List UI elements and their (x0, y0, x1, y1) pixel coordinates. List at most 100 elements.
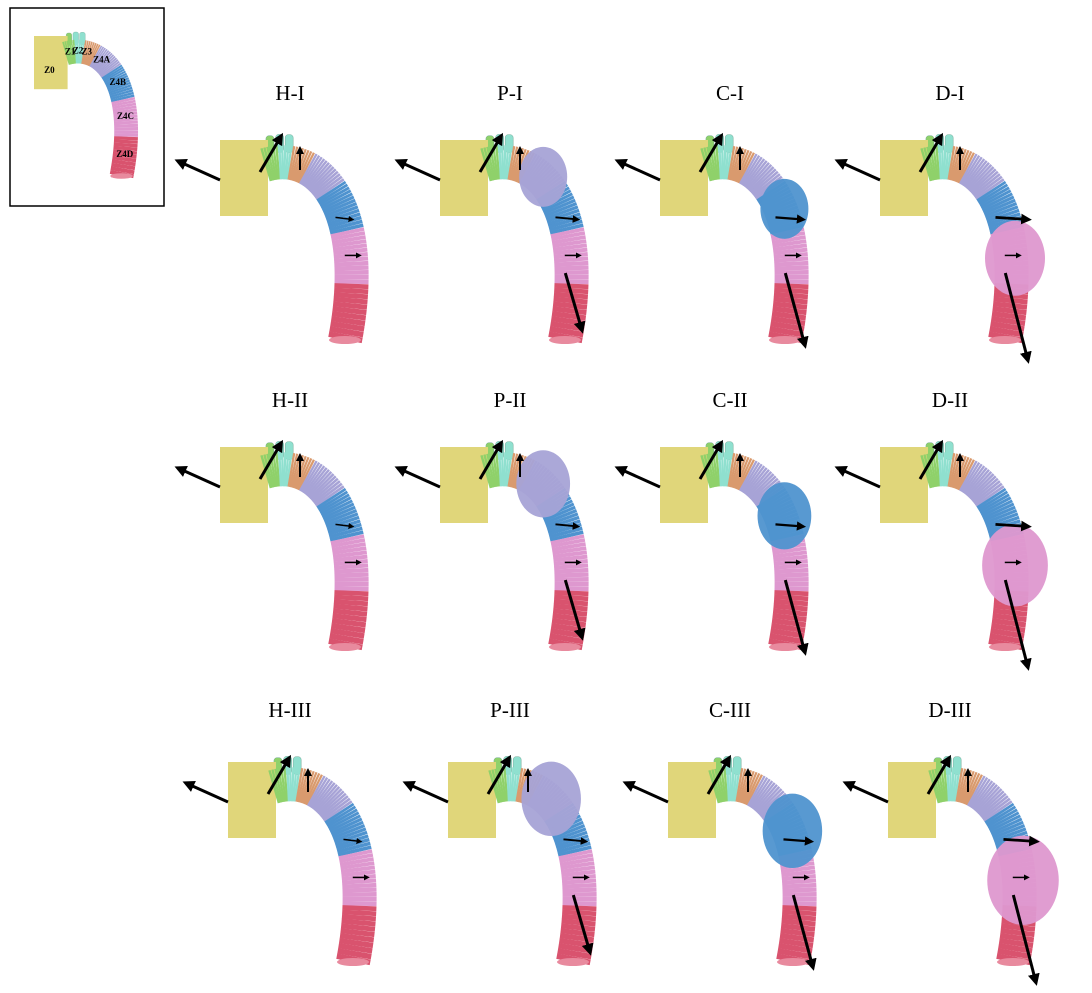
aorta-segment (757, 175, 759, 177)
force-arrow (620, 162, 660, 180)
aorta-segment (995, 808, 997, 810)
panel-title: C-II (713, 388, 748, 412)
aorta-segment (989, 495, 991, 497)
aorta-segment (305, 786, 307, 787)
aorta-segment (985, 797, 987, 799)
aorta-segment (517, 164, 519, 165)
panel-title: P-III (490, 698, 530, 722)
aorta-segment (295, 164, 297, 165)
aorta-segment (967, 168, 969, 169)
aorta-segment (121, 92, 122, 94)
aorta-segment (561, 211, 562, 214)
aorta-segment (347, 827, 348, 830)
ascending-aorta (220, 447, 268, 523)
aorta-segment (715, 786, 717, 787)
aneurysm (519, 147, 567, 207)
aorta-segment (1009, 833, 1010, 836)
aorta-segment (568, 830, 569, 833)
aorta-segment (322, 487, 324, 489)
aorta-segment (789, 615, 790, 620)
aorta-segment (992, 192, 993, 194)
aorta-segment (998, 203, 999, 206)
aorta-segment (559, 512, 560, 515)
aorta-segment (994, 806, 996, 808)
aorta-segment (346, 534, 347, 537)
aorta-segment (996, 200, 997, 203)
aorta-segment (357, 860, 358, 864)
aorta-segment (350, 610, 351, 615)
aorta-segment (989, 800, 991, 802)
aorta-segment (755, 790, 757, 791)
aorta-segment (977, 482, 979, 484)
force-arrow (188, 784, 228, 802)
aorta-segment (317, 792, 319, 793)
aorta-segment (984, 182, 986, 184)
branch (945, 135, 953, 153)
aorta-segment (340, 208, 341, 211)
inset-frame (10, 8, 164, 206)
outlet (769, 643, 801, 651)
aorta-segment (576, 856, 577, 860)
aorta-segment (349, 238, 350, 242)
aorta-segment (335, 504, 336, 507)
force-arrow (628, 784, 668, 802)
branch (80, 32, 86, 45)
aorta-segment (319, 793, 321, 794)
aorta-segment (566, 227, 567, 230)
aorta-segment (558, 203, 559, 206)
aorta-segment (999, 812, 1001, 814)
aorta-segment (569, 308, 570, 313)
aorta-segment (577, 930, 578, 935)
aorta-segment (319, 177, 321, 179)
panel-aorta (408, 756, 589, 966)
aorta-segment (342, 214, 343, 217)
aorta-segment (346, 227, 347, 230)
aorta-segment (961, 473, 963, 474)
aorta-segment (311, 788, 313, 789)
aorta-segment (707, 164, 709, 165)
aorta-segment (996, 507, 997, 510)
aorta-segment (567, 538, 568, 542)
aorta-segment (303, 786, 305, 787)
aorta-segment (794, 951, 795, 956)
aorta-segment (123, 161, 124, 165)
aorta-segment (995, 197, 996, 200)
aorta-segment (745, 786, 747, 787)
aorta-segment (567, 231, 568, 235)
aorta-segment (1001, 518, 1002, 521)
aorta-segment (329, 495, 331, 497)
aorta-segment (975, 480, 977, 481)
aorta-segment (515, 164, 517, 165)
branch (293, 757, 301, 775)
panel-aorta (620, 441, 811, 651)
outlet (997, 958, 1029, 966)
aorta-segment (971, 478, 973, 479)
aorta-segment (955, 164, 957, 165)
aorta-segment (309, 788, 311, 789)
aorta-segment (990, 802, 992, 804)
aorta-segment (329, 188, 331, 190)
aorta-segment (339, 812, 341, 814)
aorta-segment (297, 471, 299, 472)
aorta-segment (735, 471, 737, 472)
aorta-segment (110, 70, 111, 72)
aorta-segment (307, 168, 309, 169)
aorta-segment (707, 471, 709, 472)
aorta-segment (1000, 814, 1001, 816)
aorta-segment (981, 794, 983, 795)
aorta-segment (764, 489, 766, 491)
aorta-segment (301, 473, 303, 474)
aorta-segment (338, 510, 339, 513)
aorta-segment (569, 313, 570, 318)
outlet (329, 336, 361, 344)
aorta-segment (564, 221, 565, 224)
aorta-segment (303, 473, 305, 474)
ascending-aorta (888, 762, 936, 838)
aorta-segment (340, 515, 341, 518)
outlet (769, 336, 801, 344)
aorta-segment (971, 171, 973, 172)
aorta-segment (120, 90, 121, 92)
zone-label: Z4C (117, 111, 134, 121)
force-arrow (840, 469, 880, 487)
aorta-segment (927, 471, 929, 472)
